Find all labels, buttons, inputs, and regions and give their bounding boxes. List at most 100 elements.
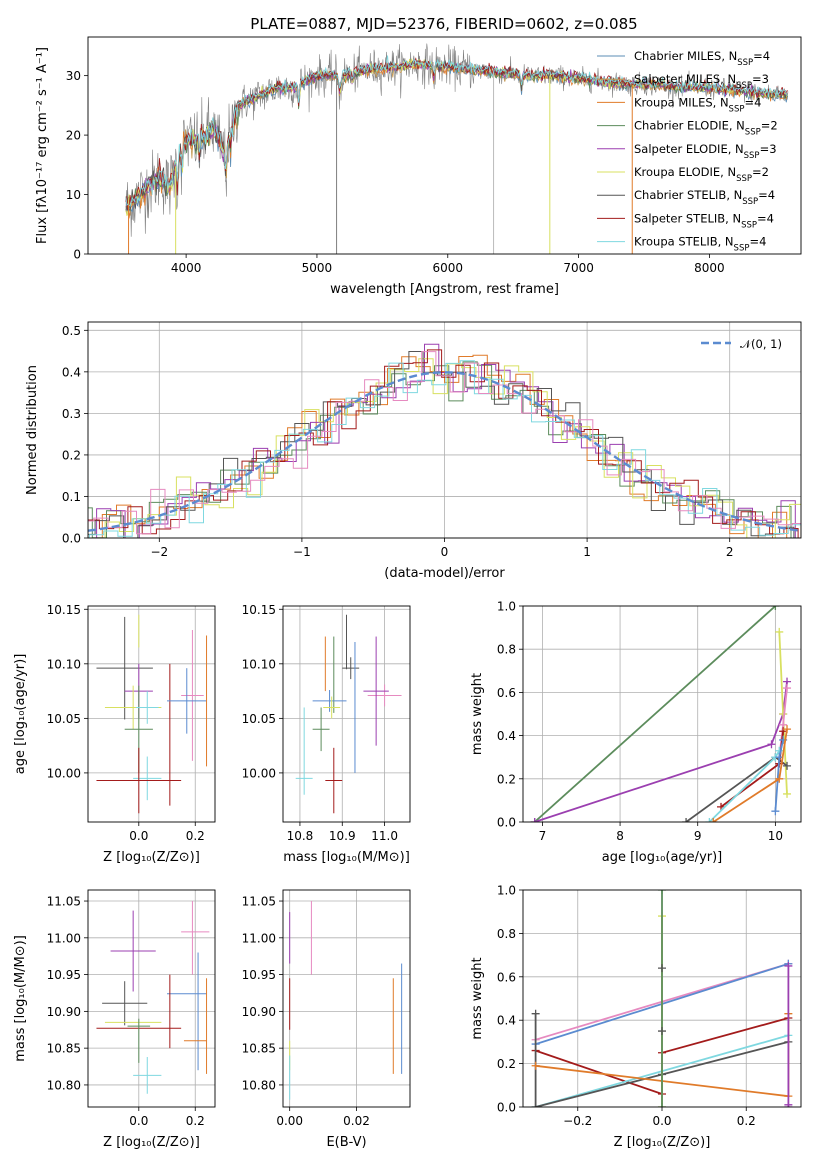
weight-marker: [658, 890, 666, 894]
axes-frame: [87, 36, 802, 255]
legend-entry-sub: SSP: [742, 197, 758, 207]
y-tick-label: 11.00: [47, 931, 81, 945]
legend-entry-name: Chabrier ELODIE, N: [634, 119, 745, 133]
residual-legend: 𝒩(0, 1): [701, 337, 782, 351]
legend-entry-name: Chabrier MILES, N: [634, 49, 737, 63]
legend-entry-suffix: =4: [744, 95, 761, 109]
x-tick-label: 0.0: [129, 1114, 148, 1128]
axes-weight_vs_z: −0.2 0.0 0.2 0.0 0.2 0.4 0.6 0.8 1.0 Z [log₁₀(Z/Z…: [470, 884, 802, 1150]
x-tick-label: −2: [150, 545, 168, 559]
legend-entry: Kroupa MILES, NSSP=4: [634, 95, 761, 114]
legend-entry-sub: SSP: [736, 81, 752, 91]
x-axis-label: mass [log₁₀(M/M⊙)]: [283, 850, 410, 865]
model-spectrum-line: [125, 55, 788, 207]
legend-entry-sub: SSP: [744, 151, 760, 161]
axes-weight_vs_age: 7 8 9 10 0.0 0.2 0.4 0.6 0.8 1.0 age [log₁₀(age/yr…: [470, 600, 802, 865]
y-tick-label: 20: [66, 129, 81, 143]
x-tick-label: 11.0: [371, 829, 398, 843]
errorbar-point: [342, 657, 360, 680]
x-tick-label: 9: [694, 829, 702, 843]
errorbar-point: [110, 910, 156, 992]
grid-weight_vs_age: [523, 605, 801, 823]
weight-marker: [530, 818, 539, 822]
model-spectrum-line: [125, 59, 788, 211]
y-tick-label: 11.05: [242, 895, 276, 909]
weight-marker: [775, 627, 784, 636]
y-axis-label: age [log₁₀(age/yr)]: [13, 654, 28, 775]
y-tick-label: 10.95: [47, 968, 81, 982]
y-tick-label: 10.95: [242, 968, 276, 982]
weight-marker: [531, 1103, 540, 1107]
axes-frame: [522, 889, 802, 1108]
y-tick-label: 0.0: [62, 532, 81, 546]
y-tick-label: 10.10: [47, 657, 81, 671]
x-tick-label: 0.2: [186, 1114, 205, 1128]
errorbar-point: [363, 636, 389, 746]
histogram-series: [88, 358, 801, 538]
weight-marker: [658, 1027, 666, 1036]
y-axis-label: mass weight: [470, 673, 485, 755]
weight-marker: [784, 1100, 793, 1107]
weight-marker: [783, 761, 792, 770]
legend-entry-name: Salpeter STELIB, N: [634, 211, 741, 225]
y-tick-label: 10.00: [242, 766, 276, 780]
legend-entry-sub: SSP: [745, 128, 761, 138]
legend-entry: Salpeter MILES, NSSP=3: [634, 72, 769, 91]
axes-spectrum: 4000 5000 6000 7000 8000 0 10 20 30 wavelength [A…: [35, 36, 802, 297]
weight-marker: [783, 725, 792, 734]
y-tick-label: 10.80: [242, 1078, 276, 1092]
weight-marker: [658, 1103, 666, 1107]
plot-area-residuals: [88, 343, 801, 538]
legend-entry: 𝒩(0, 1): [740, 337, 782, 351]
y-tick-label: 10.15: [242, 603, 276, 617]
errorbar-point: [96, 747, 182, 814]
legend-entry-suffix: =2: [752, 165, 769, 179]
x-tick-label: 4000: [171, 261, 202, 275]
x-axis-label: (data-model)/error: [384, 566, 505, 581]
axes-mass_vs_ebv: 0.00 0.02 10.80 10.85 10.90 10.95 11.00 11.05 E(…: [242, 889, 411, 1150]
y-tick-label: 10.90: [242, 1005, 276, 1019]
y-tick-label: 0.0: [497, 1101, 516, 1115]
errorbar-point: [325, 747, 343, 814]
y-tick-label: 0.8: [497, 927, 516, 941]
x-axis-label: E(B-V): [326, 1135, 366, 1150]
y-tick-label: 0.8: [497, 643, 516, 657]
x-axis-label: Z [log₁₀(Z/Z⊙)]: [103, 850, 200, 865]
weight-marker: [682, 818, 691, 822]
axes-age_vs_mass: 10.8 10.9 11.0 10.00 10.05 10.10 10.15 mass [lo…: [242, 603, 411, 865]
weight-marker: [771, 807, 780, 816]
legend-entry: Chabrier STELIB, NSSP=4: [634, 188, 775, 207]
y-tick-label: 1.0: [497, 884, 516, 898]
errorbar-point: [96, 616, 153, 720]
y-tick-label: 11.00: [242, 931, 276, 945]
y-tick-label: 10.80: [47, 1078, 81, 1092]
y-axis-label: Flux [fλ10⁻¹⁷ erg cm⁻² s⁻¹ A⁻¹]: [35, 47, 50, 244]
normal-curve: [88, 371, 801, 532]
axes-age_vs_z: 0.0 0.2 10.00 10.05 10.10 10.15 Z [log₁₀(Z/Z⊙)…: [13, 603, 216, 865]
weight-marker: [771, 606, 780, 610]
figure-title: PLATE=0887, MJD=52376, FIBERID=0602, z=0…: [250, 15, 637, 33]
plot-area-age_vs_mass: [295, 614, 402, 814]
legend-entry-name: Salpeter ELODIE, N: [634, 142, 744, 156]
legend-entry-name: Kroupa ELODIE, N: [634, 165, 736, 179]
y-tick-label: 0.2: [497, 1057, 516, 1071]
axes-residuals: −2 −1 0 1 2 0.0 0.1 0.2 0.3 0.4 0.5 (data-model)/er…: [25, 321, 802, 581]
y-tick-label: 0.3: [62, 407, 81, 421]
x-tick-label: −1: [293, 545, 311, 559]
y-axis-label: mass weight: [470, 957, 485, 1039]
errorbar-point: [102, 981, 148, 1026]
y-tick-label: 30: [66, 69, 81, 83]
axes-frame: [87, 605, 216, 823]
legend-entry: Salpeter STELIB, NSSP=4: [634, 211, 774, 230]
y-tick-label: 11.05: [47, 895, 81, 909]
axes-frame: [87, 321, 802, 539]
x-axis-label: Z [log₁₀(Z/Z⊙)]: [614, 1135, 711, 1150]
x-tick-label: 7000: [563, 261, 594, 275]
y-tick-label: 10.00: [47, 766, 81, 780]
errorbar-point: [135, 691, 159, 724]
y-tick-label: 0.6: [497, 686, 516, 700]
legend-entry-suffix: =3: [760, 142, 777, 156]
legend-entry-suffix: =4: [753, 49, 770, 63]
errorbar-point: [312, 690, 347, 712]
y-tick-label: 10.90: [47, 1005, 81, 1019]
